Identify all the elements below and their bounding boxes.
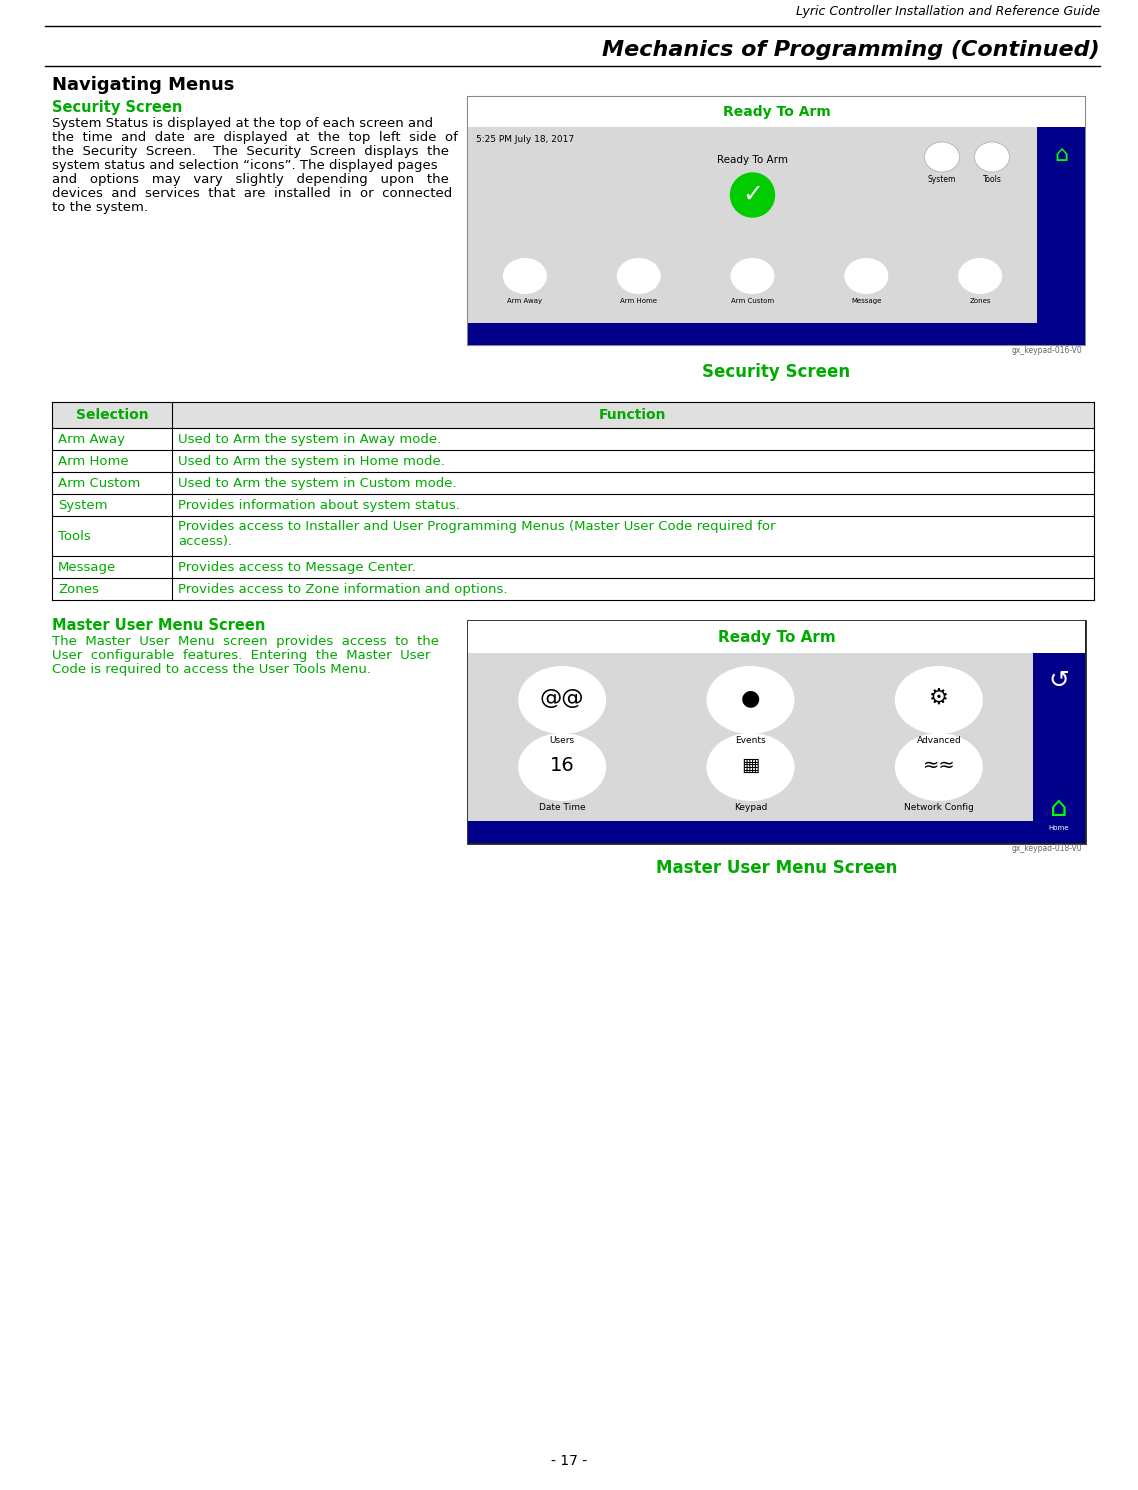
Text: @@: @@	[539, 688, 585, 708]
Text: Lyric Controller Installation and Reference Guide: Lyric Controller Installation and Refere…	[795, 4, 1100, 18]
Text: Provides access to Installer and User Programming Menus (Master User Code requir: Provides access to Installer and User Pr…	[178, 520, 775, 533]
Ellipse shape	[924, 142, 959, 171]
Text: System: System	[927, 174, 956, 183]
Text: Arm Away: Arm Away	[58, 432, 125, 446]
Text: Keypad: Keypad	[734, 803, 767, 812]
Text: Arm Away: Arm Away	[508, 298, 543, 304]
Text: Advanced: Advanced	[916, 736, 962, 745]
Bar	[468, 97, 1085, 127]
Text: access).: access).	[178, 535, 232, 548]
Bar	[468, 621, 1085, 843]
Text: Arm Custom: Arm Custom	[731, 298, 774, 304]
Ellipse shape	[503, 258, 547, 294]
Text: ⌂: ⌂	[1050, 794, 1067, 822]
Ellipse shape	[894, 733, 983, 802]
Text: Tools: Tools	[982, 174, 1001, 183]
Text: system status and selection “icons”. The displayed pages: system status and selection “icons”. The…	[52, 159, 438, 171]
Text: 16: 16	[550, 755, 575, 775]
Text: Selection: Selection	[76, 408, 148, 422]
Text: Navigating Menus: Navigating Menus	[52, 76, 234, 94]
Text: - 17 -: - 17 -	[551, 1454, 587, 1468]
Text: Function: Function	[600, 408, 667, 422]
Text: Events: Events	[735, 736, 766, 745]
Text: Ready To Arm: Ready To Arm	[723, 104, 831, 119]
Text: Message: Message	[58, 560, 116, 574]
Bar	[468, 97, 1085, 346]
Text: ⚙: ⚙	[929, 688, 949, 708]
Ellipse shape	[617, 258, 661, 294]
Text: Provides access to Message Center.: Provides access to Message Center.	[178, 560, 415, 574]
Text: gx_keypad-018-V0: gx_keypad-018-V0	[1012, 843, 1082, 852]
Ellipse shape	[518, 666, 607, 735]
Text: Zones: Zones	[970, 298, 991, 304]
Text: The  Master  User  Menu  screen  provides  access  to  the: The Master User Menu screen provides acc…	[52, 635, 439, 648]
Text: ▦: ▦	[741, 755, 760, 775]
Text: Code is required to access the User Tools Menu.: Code is required to access the User Tool…	[52, 663, 371, 676]
Ellipse shape	[958, 258, 1003, 294]
Text: Arm Home: Arm Home	[620, 298, 658, 304]
Text: Message: Message	[851, 298, 882, 304]
Ellipse shape	[707, 666, 794, 735]
Ellipse shape	[707, 733, 794, 802]
Text: ⌂: ⌂	[1054, 145, 1069, 165]
Text: ✓: ✓	[742, 183, 762, 207]
Text: Arm Home: Arm Home	[58, 454, 129, 468]
Text: System: System	[58, 499, 107, 511]
Text: Users: Users	[550, 736, 575, 745]
Text: to the system.: to the system.	[52, 201, 148, 215]
Text: Network Config: Network Config	[904, 803, 974, 812]
Text: Master User Menu Screen: Master User Menu Screen	[655, 860, 897, 878]
Text: gx_keypad-016-V0: gx_keypad-016-V0	[1012, 346, 1082, 355]
Text: Date Time: Date Time	[539, 803, 585, 812]
Text: Used to Arm the system in Custom mode.: Used to Arm the system in Custom mode.	[178, 477, 456, 490]
Ellipse shape	[731, 258, 775, 294]
Text: ●: ●	[741, 688, 760, 708]
Ellipse shape	[518, 733, 607, 802]
Text: Used to Arm the system in Away mode.: Used to Arm the system in Away mode.	[178, 432, 442, 446]
Text: Ready To Arm: Ready To Arm	[718, 629, 835, 645]
Circle shape	[731, 173, 775, 218]
Text: 5:25 PM July 18, 2017: 5:25 PM July 18, 2017	[476, 136, 575, 145]
Bar	[52, 402, 1094, 428]
Text: the  Security  Screen.    The  Security  Screen  displays  the: the Security Screen. The Security Screen…	[52, 145, 450, 158]
Text: ↺: ↺	[1048, 669, 1070, 693]
Text: Used to Arm the system in Home mode.: Used to Arm the system in Home mode.	[178, 454, 445, 468]
Text: Provides information about system status.: Provides information about system status…	[178, 499, 460, 511]
Text: Zones: Zones	[58, 583, 99, 596]
Text: User  configurable  features.  Entering  the  Master  User: User configurable features. Entering the…	[52, 650, 430, 662]
Text: Security Screen: Security Screen	[52, 100, 182, 115]
Text: Ready To Arm: Ready To Arm	[717, 155, 787, 165]
Bar	[1033, 653, 1085, 843]
Ellipse shape	[844, 258, 889, 294]
Bar	[468, 653, 1033, 843]
Bar	[468, 621, 1085, 653]
Text: Provides access to Zone information and options.: Provides access to Zone information and …	[178, 583, 508, 596]
Bar	[468, 323, 1037, 346]
Ellipse shape	[974, 142, 1009, 171]
Text: Security Screen: Security Screen	[702, 364, 850, 381]
Text: ≈≈: ≈≈	[923, 755, 955, 775]
Bar	[468, 127, 1037, 346]
Text: Home: Home	[1049, 825, 1070, 831]
Text: Mechanics of Programming (Continued): Mechanics of Programming (Continued)	[602, 40, 1100, 60]
Text: Tools: Tools	[58, 529, 91, 542]
Text: the  time  and  date  are  displayed  at  the  top  left  side  of: the time and date are displayed at the t…	[52, 131, 457, 145]
Text: Master User Menu Screen: Master User Menu Screen	[52, 618, 265, 633]
Bar	[1037, 127, 1085, 346]
Text: System Status is displayed at the top of each screen and: System Status is displayed at the top of…	[52, 118, 434, 130]
Text: devices  and  services  that  are  installed  in  or  connected: devices and services that are installed …	[52, 188, 452, 200]
Ellipse shape	[894, 666, 983, 735]
Text: Arm Custom: Arm Custom	[58, 477, 140, 490]
Text: and   options   may   vary   slightly   depending   upon   the: and options may vary slightly depending …	[52, 173, 448, 186]
Bar	[468, 821, 1033, 843]
